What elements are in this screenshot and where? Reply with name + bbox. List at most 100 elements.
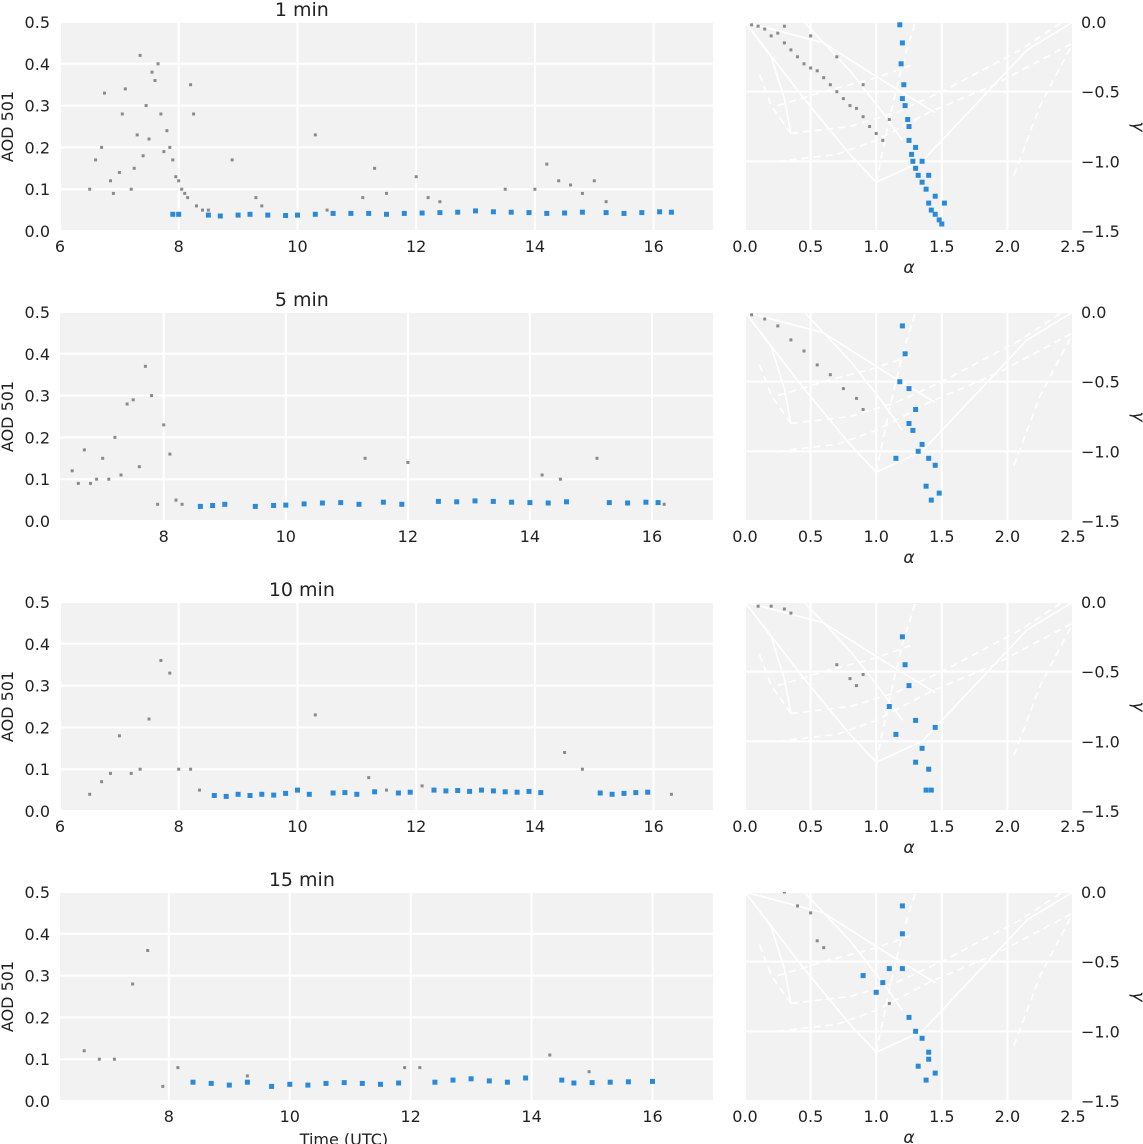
y-tick-label: 0.0 <box>1081 883 1106 902</box>
y-tick-label: 0.2 <box>25 428 50 447</box>
data-point-retained <box>208 1080 214 1086</box>
data-point-rejected <box>809 34 813 38</box>
y-axis-label: AOD 501 <box>0 91 17 162</box>
x-tick-label: 14 <box>520 527 540 546</box>
data-point-retained <box>454 499 460 505</box>
model-grid-line <box>744 891 936 984</box>
data-point-rejected <box>887 1002 891 1005</box>
data-point-retained <box>932 211 938 217</box>
data-point-retained <box>926 1056 932 1062</box>
data-point-retained <box>936 217 942 223</box>
data-point-rejected <box>835 663 839 667</box>
data-point-rejected <box>131 398 135 402</box>
data-point-rejected <box>189 767 193 771</box>
data-point-retained <box>366 210 372 216</box>
data-point-retained <box>919 158 925 164</box>
data-point-retained <box>473 208 478 214</box>
x-tick-label: 8 <box>164 1107 174 1126</box>
data-point-retained <box>936 490 942 496</box>
x-axis-label: Time (UTC) <box>299 1130 388 1144</box>
data-point-retained <box>359 1080 365 1086</box>
data-point-retained <box>508 209 514 215</box>
aod-timeseries-panel-4: 8 10 12 14 16 0.0 0.1 0.2 0.3 0.4 0.5 15 min Time (U… <box>0 869 713 1144</box>
y-tick-label: −0.5 <box>1081 953 1120 972</box>
model-grid-line <box>744 21 877 183</box>
data-point-retained <box>479 787 484 793</box>
data-point-rejected <box>150 394 153 398</box>
data-point-retained <box>217 213 223 219</box>
chart-title: 5 min <box>275 289 329 311</box>
data-markers <box>70 364 666 509</box>
x-tick-label: 14 <box>525 237 545 256</box>
data-point-rejected <box>662 502 666 506</box>
data-point-rejected <box>414 175 418 179</box>
x-tick-label: 1.0 <box>863 237 888 256</box>
model-grid-line-dashed <box>777 912 1074 1033</box>
data-point-retained <box>247 793 253 798</box>
data-point-retained <box>244 1079 250 1085</box>
data-point-retained <box>906 421 912 426</box>
plot-area <box>745 312 1073 521</box>
data-point-rejected <box>750 313 754 317</box>
data-point-retained <box>490 209 496 215</box>
y-tick-label: 0.4 <box>25 925 50 944</box>
data-point-rejected <box>156 62 160 66</box>
data-point-rejected <box>119 473 123 477</box>
y-tick-label: −1.0 <box>1081 442 1120 461</box>
data-point-retained <box>606 500 612 506</box>
data-point-rejected <box>107 477 111 481</box>
plot-area <box>745 602 1073 811</box>
data-point-retained <box>211 793 217 798</box>
data-point-rejected <box>198 788 201 792</box>
model-grid-line <box>744 601 877 763</box>
data-point-retained <box>893 731 899 737</box>
data-point-retained <box>502 789 508 795</box>
data-point-rejected <box>815 939 819 943</box>
data-point-rejected <box>129 771 133 775</box>
data-point-retained <box>655 500 661 506</box>
data-point-rejected <box>841 97 845 101</box>
x-tick-label: 0.5 <box>798 817 823 836</box>
data-point-rejected <box>97 1057 101 1061</box>
x-tick-label: 2.0 <box>995 527 1020 546</box>
data-markers <box>750 22 947 227</box>
data-point-retained <box>923 1077 929 1083</box>
y-tick-label: 0.4 <box>25 345 50 364</box>
x-tick-label: 12 <box>398 527 418 546</box>
x-tick-label: 14 <box>525 817 545 836</box>
x-tick-label: 10 <box>280 1107 300 1126</box>
data-point-retained <box>210 503 216 508</box>
data-point-retained <box>526 210 532 216</box>
data-point-retained <box>902 662 908 668</box>
data-point-retained <box>283 213 289 218</box>
data-point-retained <box>319 500 325 506</box>
data-point-rejected <box>580 767 584 771</box>
data-point-rejected <box>545 162 549 166</box>
data-point-retained <box>283 790 289 796</box>
data-point-retained <box>932 724 938 730</box>
data-point-rejected <box>363 456 367 460</box>
data-point-retained <box>913 165 919 171</box>
y-tick-label: 0.0 <box>1081 13 1106 32</box>
data-point-rejected <box>112 1057 116 1061</box>
x-tick-label: 2.0 <box>995 817 1020 836</box>
y-tick-label: −0.5 <box>1081 83 1120 102</box>
data-point-rejected <box>135 133 139 137</box>
data-point-rejected <box>861 408 865 411</box>
data-point-rejected <box>100 145 104 149</box>
data-point-rejected <box>94 158 98 162</box>
data-markers <box>750 313 942 503</box>
data-point-rejected <box>111 191 115 195</box>
model-grid-line-dashed <box>790 304 1074 425</box>
data-point-rejected <box>313 133 317 137</box>
data-point-rejected <box>109 771 112 775</box>
x-axis-label: α <box>903 258 914 278</box>
data-point-retained <box>932 1070 938 1076</box>
data-point-retained <box>650 1078 655 1084</box>
y-tick-label: 0.1 <box>25 1050 50 1069</box>
data-point-rejected <box>189 83 193 87</box>
data-point-rejected <box>171 158 175 162</box>
data-point-rejected <box>183 191 187 195</box>
data-point-rejected <box>782 24 786 28</box>
data-point-rejected <box>132 166 136 170</box>
